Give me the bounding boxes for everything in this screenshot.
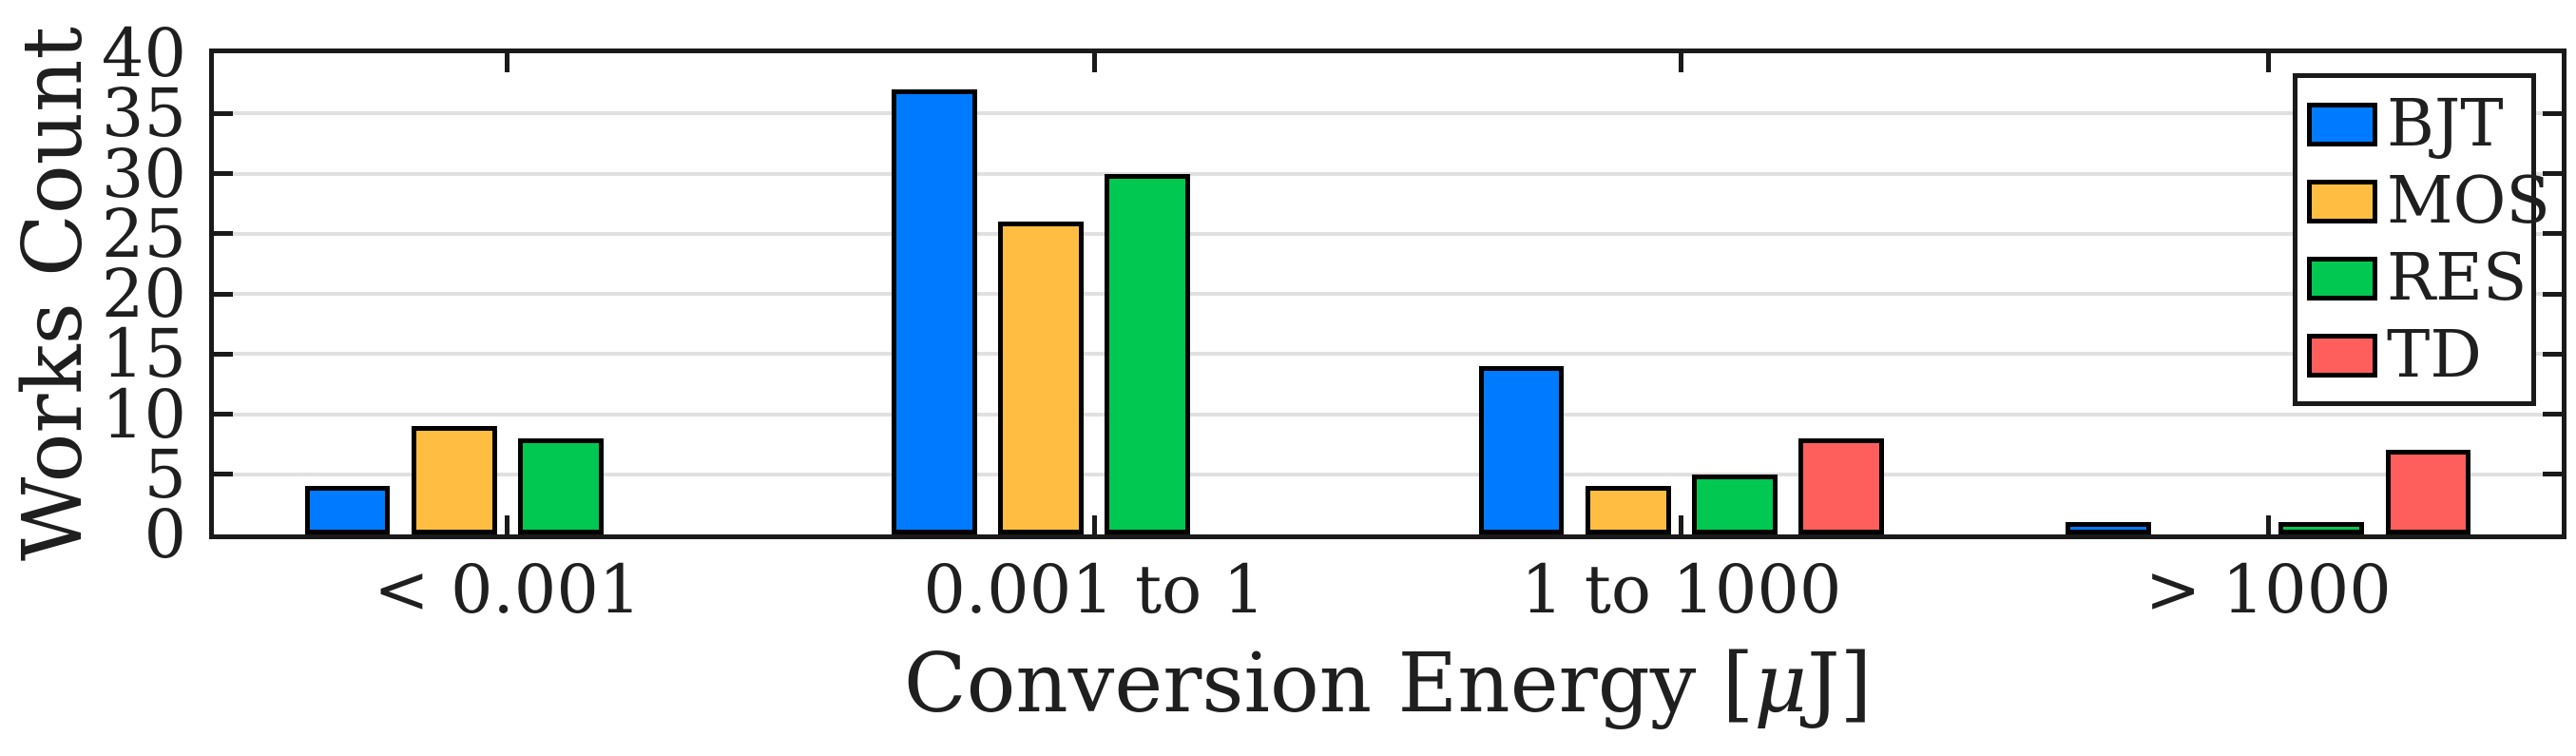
legend-label-td: TD xyxy=(2387,317,2482,393)
y-tick-label-40: 40 xyxy=(101,14,186,92)
gridline-y-15 xyxy=(214,352,2562,357)
x-axis-label-unit: J] xyxy=(1807,636,1873,731)
x-tick-bottom-1 xyxy=(1091,515,1097,534)
y-tick-label-20: 20 xyxy=(101,255,186,333)
legend-label-res: RES xyxy=(2387,240,2528,316)
legend-item-mos: MOS xyxy=(2307,168,2550,234)
legend-label-bjt: BJT xyxy=(2387,86,2504,162)
legend-label-mos: MOS xyxy=(2387,163,2550,239)
gridline-y-25 xyxy=(214,231,2562,236)
y-tick-label-15: 15 xyxy=(101,315,186,394)
legend-swatch-res xyxy=(2307,256,2377,300)
y-tick-label-25: 25 xyxy=(101,194,186,273)
y-tick-left-10 xyxy=(214,412,233,417)
y-tick-left-25 xyxy=(214,231,233,237)
bar-bjt-3 xyxy=(2066,522,2151,534)
x-tick-top-2 xyxy=(1679,53,1684,72)
y-tick-right-15 xyxy=(2543,351,2562,357)
bar-bjt-1 xyxy=(892,88,977,534)
gridline-y-5 xyxy=(214,472,2562,476)
y-tick-left-30 xyxy=(214,171,233,176)
gridline-y-10 xyxy=(214,412,2562,417)
y-tick-left-35 xyxy=(214,110,233,116)
x-tick-bottom-2 xyxy=(1679,515,1684,534)
y-tick-right-25 xyxy=(2543,231,2562,237)
bar-mos-2 xyxy=(1585,486,1671,534)
x-tick-label-2: 1 to 1000 xyxy=(1521,551,1842,629)
x-axis-label-text: Conversion Energy [ xyxy=(903,636,1755,731)
bar-res-3 xyxy=(2278,522,2365,534)
legend-item-td: TD xyxy=(2307,317,2529,393)
y-tick-right-10 xyxy=(2543,412,2562,417)
legend-swatch-bjt xyxy=(2307,102,2377,146)
x-tick-bottom-0 xyxy=(505,515,510,534)
x-tick-label-1: 0.001 to 1 xyxy=(923,551,1266,629)
plot-area xyxy=(209,48,2566,539)
y-tick-label-0: 0 xyxy=(144,495,186,573)
y-tick-label-30: 30 xyxy=(101,134,186,213)
y-tick-left-15 xyxy=(214,351,233,357)
legend-item-bjt: BJT xyxy=(2307,86,2529,162)
legend-swatch-td xyxy=(2307,333,2377,378)
bar-res-2 xyxy=(1691,474,1778,534)
bar-td-3 xyxy=(2385,450,2471,534)
x-tick-top-1 xyxy=(1091,53,1097,72)
bar-res-1 xyxy=(1105,173,1191,534)
x-axis-label: Conversion Energy [μJ] xyxy=(904,643,1872,725)
y-tick-right-5 xyxy=(2543,472,2562,477)
bar-mos-1 xyxy=(998,222,1085,534)
x-tick-label-0: < 0.001 xyxy=(374,551,642,629)
bar-mos-0 xyxy=(411,426,497,534)
mu-symbol: μ xyxy=(1754,636,1808,731)
legend-swatch-mos xyxy=(2307,179,2377,223)
bar-bjt-2 xyxy=(1478,365,1565,534)
x-tick-top-0 xyxy=(505,53,510,72)
legend-item-res: RES xyxy=(2307,240,2529,316)
y-tick-left-20 xyxy=(214,291,233,297)
y-tick-label-35: 35 xyxy=(101,74,186,153)
legend-box: BJT MOS RES TD xyxy=(2293,73,2550,406)
y-tick-label-10: 10 xyxy=(101,375,186,454)
y-tick-right-35 xyxy=(2543,110,2562,116)
gridline-y-35 xyxy=(214,111,2562,116)
bar-bjt-0 xyxy=(304,486,391,534)
x-tick-bottom-3 xyxy=(2265,515,2271,534)
x-tick-top-3 xyxy=(2265,53,2271,72)
y-tick-left-5 xyxy=(214,472,233,477)
bar-td-2 xyxy=(1798,437,1884,534)
gridline-y-20 xyxy=(214,292,2562,296)
x-tick-label-3: > 1000 xyxy=(2144,551,2392,629)
y-tick-label-5: 5 xyxy=(144,435,186,514)
y-tick-right-20 xyxy=(2543,291,2562,297)
gridline-y-30 xyxy=(214,171,2562,176)
bar-res-0 xyxy=(517,437,604,534)
y-tick-right-30 xyxy=(2543,171,2562,176)
